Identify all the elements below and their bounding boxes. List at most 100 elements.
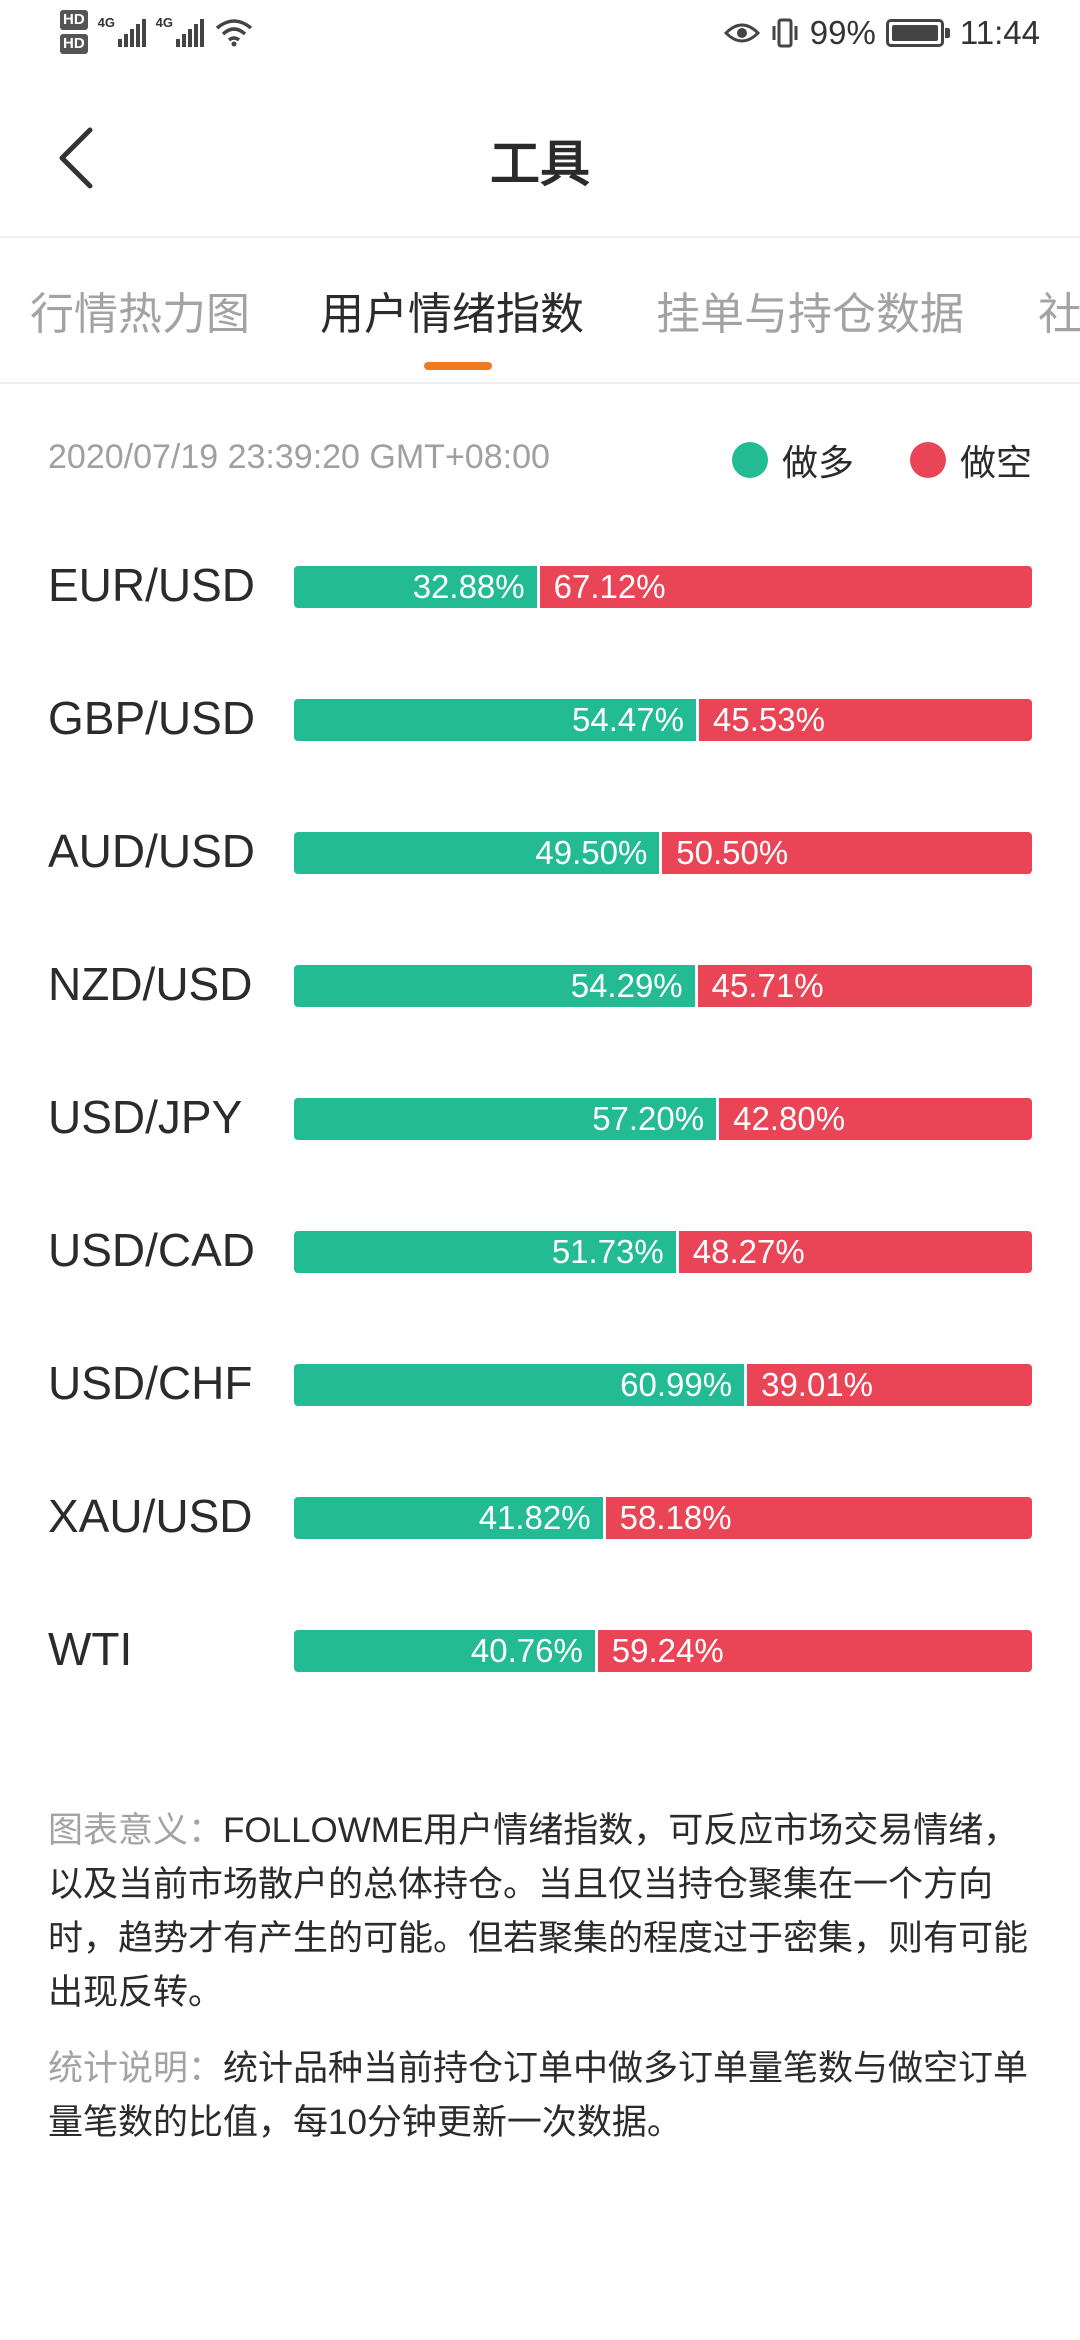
legend-short-dot bbox=[909, 442, 946, 478]
statistics-note: 统计说明：统计品种当前持仓订单中做多订单量笔数与做空订单量笔数的比值，每10分钟… bbox=[48, 2042, 1038, 2150]
legend: 做多 做空 bbox=[676, 434, 1032, 486]
clock: 11:44 bbox=[959, 14, 1040, 51]
sentiment-bar: 54.47% 45.53% bbox=[294, 699, 1032, 741]
signal-1-label: 4G bbox=[97, 15, 116, 30]
legend-long-label: 做多 bbox=[781, 442, 854, 483]
status-bar: HD HD 4G 4G 99% 11:44 bbox=[0, 0, 1080, 78]
long-segment: 41.82% bbox=[294, 1497, 603, 1539]
meta-row: 2020/07/19 23:39:20 GMT+08:00 做多 做空 bbox=[48, 434, 1032, 484]
tab-user-sentiment[interactable]: 用户情绪指数 bbox=[320, 290, 584, 339]
short-percent: 45.71% bbox=[711, 967, 824, 1004]
long-segment: 57.20% bbox=[294, 1098, 717, 1140]
sentiment-row-usdcad[interactable]: USD/CAD 51.73% 48.27% bbox=[48, 1209, 1032, 1289]
long-segment: 40.76% bbox=[294, 1630, 595, 1672]
sentiment-bar: 41.82% 58.18% bbox=[294, 1497, 1032, 1539]
sentiment-bar: 51.73% 48.27% bbox=[294, 1231, 1032, 1273]
sentiment-bar: 40.76% 59.24% bbox=[294, 1630, 1032, 1672]
symbol-label: NZD/USD bbox=[48, 958, 253, 1010]
vibrate-icon bbox=[770, 17, 800, 49]
sentiment-row-usdchf[interactable]: USD/CHF 60.99% 39.01% bbox=[48, 1342, 1032, 1422]
long-percent: 51.73% bbox=[551, 1233, 664, 1270]
long-percent: 40.76% bbox=[470, 1632, 583, 1669]
long-percent: 54.29% bbox=[570, 967, 683, 1004]
signal-2-icon: 4G bbox=[155, 15, 204, 47]
short-percent: 58.18% bbox=[619, 1499, 732, 1536]
short-segment: 42.80% bbox=[716, 1098, 1032, 1140]
tab-bar: 行情热力图 用户情绪指数 挂单与持仓数据 社 bbox=[0, 238, 1080, 384]
symbol-label: XAU/USD bbox=[48, 1490, 253, 1542]
short-segment: 58.18% bbox=[602, 1497, 1032, 1539]
short-percent: 67.12% bbox=[553, 568, 666, 605]
short-segment: 39.01% bbox=[744, 1364, 1032, 1406]
statistics-title: 统计说明： bbox=[48, 2049, 224, 2088]
tab-market-heatmap[interactable]: 行情热力图 bbox=[30, 290, 250, 339]
sentiment-row-gbpusd[interactable]: GBP/USD 54.47% 45.53% bbox=[48, 677, 1032, 757]
short-segment: 67.12% bbox=[536, 566, 1032, 608]
legend-short-label: 做空 bbox=[959, 442, 1032, 483]
short-segment: 48.27% bbox=[675, 1231, 1032, 1273]
long-segment: 54.47% bbox=[294, 699, 696, 741]
symbol-label: AUD/USD bbox=[48, 825, 256, 877]
notes: 图表意义：FOLLOWME用户情绪指数，可反应市场交易情绪，以及当前市场散户的总… bbox=[48, 1804, 1038, 2172]
long-segment: 32.88% bbox=[294, 566, 537, 608]
long-percent: 60.99% bbox=[620, 1366, 733, 1403]
battery-percent: 99% bbox=[809, 14, 876, 51]
legend-long-dot bbox=[731, 442, 768, 478]
short-segment: 59.24% bbox=[594, 1630, 1032, 1672]
update-timestamp: 2020/07/19 23:39:20 GMT+08:00 bbox=[48, 438, 550, 476]
hd-indicators: HD HD bbox=[60, 10, 88, 54]
signal-2-label: 4G bbox=[155, 15, 174, 30]
legend-short: 做空 bbox=[909, 434, 1032, 486]
tab-orders-positions[interactable]: 挂单与持仓数据 bbox=[656, 290, 964, 339]
sentiment-bar: 57.20% 42.80% bbox=[294, 1098, 1032, 1140]
short-percent: 59.24% bbox=[611, 1632, 724, 1669]
hd-badge-1: HD bbox=[60, 10, 88, 30]
symbol-label: GBP/USD bbox=[48, 692, 256, 744]
long-segment: 60.99% bbox=[294, 1364, 745, 1406]
symbol-label: USD/JPY bbox=[48, 1091, 243, 1143]
header: 工具 bbox=[0, 78, 1080, 238]
sentiment-bar: 32.88% 67.12% bbox=[294, 566, 1032, 608]
long-percent: 57.20% bbox=[592, 1100, 705, 1137]
sentiment-bar: 60.99% 39.01% bbox=[294, 1364, 1032, 1406]
symbol-label: USD/CAD bbox=[48, 1224, 256, 1276]
long-segment: 49.50% bbox=[294, 832, 660, 874]
statistics-text: 统计品种当前持仓订单中做多订单量笔数与做空订单量笔数的比值，每10分钟更新一次数… bbox=[48, 2049, 1029, 2142]
eye-icon bbox=[723, 21, 760, 45]
short-percent: 50.50% bbox=[676, 834, 789, 871]
sentiment-row-usdjpy[interactable]: USD/JPY 57.20% 42.80% bbox=[48, 1076, 1032, 1156]
tab-community[interactable]: 社 bbox=[1038, 290, 1080, 339]
long-percent: 49.50% bbox=[535, 834, 648, 871]
short-segment: 45.71% bbox=[694, 965, 1032, 1007]
short-segment: 45.53% bbox=[695, 699, 1032, 741]
back-button[interactable] bbox=[44, 118, 108, 198]
battery-icon bbox=[885, 19, 950, 47]
sentiment-row-audusd[interactable]: AUD/USD 49.50% 50.50% bbox=[48, 810, 1032, 890]
long-segment: 51.73% bbox=[294, 1231, 676, 1273]
long-segment: 54.29% bbox=[294, 965, 695, 1007]
symbol-label: WTI bbox=[48, 1623, 133, 1675]
short-percent: 39.01% bbox=[761, 1366, 874, 1403]
active-tab-indicator bbox=[424, 362, 492, 370]
symbol-label: USD/CHF bbox=[48, 1357, 253, 1409]
short-percent: 45.53% bbox=[712, 701, 825, 738]
sentiment-bar: 49.50% 50.50% bbox=[294, 832, 1032, 874]
sentiment-row-nzdusd[interactable]: NZD/USD 54.29% 45.71% bbox=[48, 943, 1032, 1023]
signal-1-icon: 4G bbox=[97, 15, 146, 47]
sentiment-bar: 54.29% 45.71% bbox=[294, 965, 1032, 1007]
chart-meaning-text: FOLLOWME用户情绪指数，可反应市场交易情绪，以及当前市场散户的总体持仓。当… bbox=[48, 1811, 1029, 2012]
short-segment: 50.50% bbox=[659, 832, 1032, 874]
long-percent: 41.82% bbox=[478, 1499, 591, 1536]
symbol-label: EUR/USD bbox=[48, 559, 256, 611]
short-percent: 48.27% bbox=[692, 1233, 805, 1270]
page-title: 工具 bbox=[490, 136, 590, 192]
chart-meaning-note: 图表意义：FOLLOWME用户情绪指数，可反应市场交易情绪，以及当前市场散户的总… bbox=[48, 1804, 1038, 2020]
short-percent: 42.80% bbox=[733, 1100, 846, 1137]
status-right: 99% 11:44 bbox=[723, 14, 1040, 52]
sentiment-row-xauusd[interactable]: XAU/USD 41.82% 58.18% bbox=[48, 1475, 1032, 1555]
hd-badge-2: HD bbox=[60, 34, 88, 54]
sentiment-row-eurusd[interactable]: EUR/USD 32.88% 67.12% bbox=[48, 544, 1032, 624]
sentiment-row-wti[interactable]: WTI 40.76% 59.24% bbox=[48, 1608, 1032, 1688]
wifi-icon bbox=[215, 19, 252, 47]
long-percent: 32.88% bbox=[412, 568, 525, 605]
